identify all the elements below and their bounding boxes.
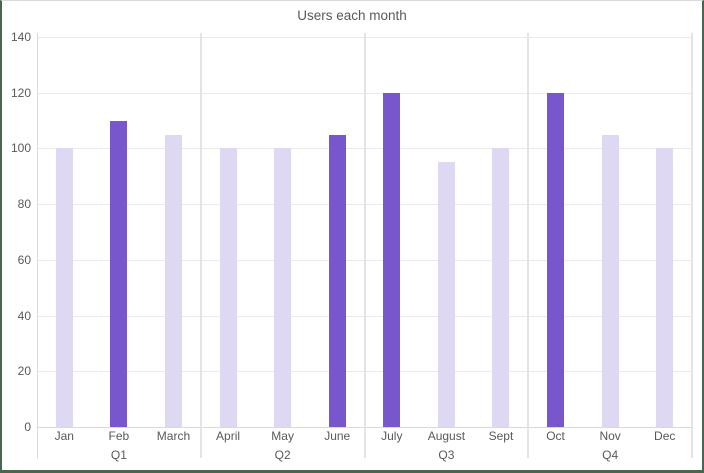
y-axis-tick-label: 0 — [24, 420, 31, 434]
quarter-label-q4: Q4 — [602, 448, 619, 462]
month-label-oct: Oct — [546, 429, 565, 443]
quarter-label-q1: Q1 — [110, 448, 127, 462]
month-label-july: July — [381, 429, 403, 443]
quarter-label-q2: Q2 — [274, 448, 291, 462]
quarter-label-q3: Q3 — [438, 448, 455, 462]
quarter-separator — [363, 33, 366, 458]
month-label-april: April — [216, 429, 241, 443]
y-axis-tick-label: 40 — [17, 308, 31, 323]
month-label-june: June — [324, 429, 351, 443]
month-label-dec: Dec — [654, 429, 676, 443]
chart-title: Users each month — [297, 8, 407, 23]
y-axis-tick-label: 140 — [10, 30, 31, 44]
y-axis-line — [37, 33, 38, 458]
month-label-august: August — [427, 429, 466, 443]
plot-right-border — [691, 33, 693, 458]
bar-may — [274, 148, 292, 427]
month-label-nov: Nov — [599, 429, 621, 443]
bar-march — [164, 134, 182, 427]
y-axis-tick-label: 120 — [10, 85, 31, 100]
month-label-jan: Jan — [54, 429, 74, 443]
bar-june — [328, 134, 346, 427]
month-label-feb: Feb — [108, 429, 130, 443]
bar-nov — [601, 134, 619, 427]
bar-oct — [547, 92, 565, 427]
month-label-may: May — [271, 429, 294, 443]
quarter-separator — [199, 33, 202, 458]
month-label-march: March — [156, 429, 191, 443]
bar-feb — [110, 120, 128, 427]
y-axis-tick-label: 80 — [17, 197, 31, 212]
y-axis-tick-label: 20 — [17, 364, 31, 379]
y-axis-tick-label: 60 — [17, 252, 31, 267]
bar-april — [219, 148, 237, 427]
quarter-separator — [527, 33, 530, 458]
y-axis-tick-label: 100 — [10, 141, 31, 156]
bar-august — [437, 162, 455, 427]
bar-sept — [492, 148, 510, 427]
bar-jan — [55, 148, 73, 427]
bar-dec — [656, 148, 674, 427]
bar-july — [383, 92, 401, 427]
month-label-sept: Sept — [488, 429, 514, 443]
